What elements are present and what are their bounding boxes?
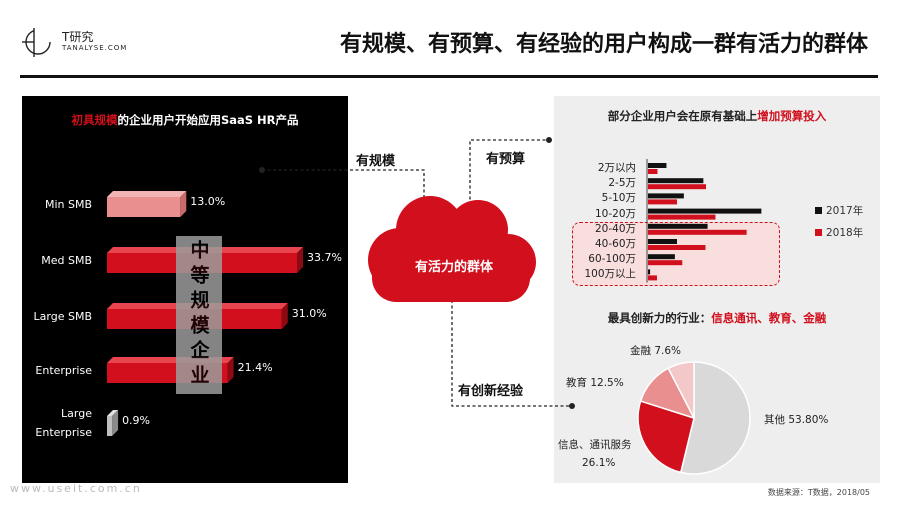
value-label-4: 0.9% <box>122 414 151 427</box>
page-title: 有规模、有预算、有经验的用户构成一群有活力的群体 <box>339 32 868 57</box>
category-label-line: Min SMB <box>44 197 92 211</box>
budget-bar-2017-6 <box>648 254 675 260</box>
legend-swatch-2017 <box>815 207 822 214</box>
connector-scale-line <box>262 169 425 202</box>
budget-bar-2018-0 <box>648 169 658 174</box>
bar-side-4 <box>112 410 119 436</box>
cloud-label: 有活力的群体 <box>414 260 493 275</box>
budget-category-5: 40-60万 <box>594 238 636 250</box>
brand-domain: TANALYSE.COM <box>62 44 128 52</box>
data-source: 数据来源：T数据，2018/05 <box>767 488 870 497</box>
cloud-shape <box>368 196 536 302</box>
bar-side-3 <box>227 357 234 383</box>
budget-bar-2018-4 <box>648 229 747 235</box>
pie-label-other: 其他 53.80% <box>764 414 829 426</box>
budget-category-3: 10-20万 <box>594 207 636 220</box>
left-title-highlight: 初具规模 <box>71 113 118 127</box>
left-chart-title: 初具规模的企业用户开始应用SaaS HR产品 <box>22 112 348 128</box>
budget-bar-2018-5 <box>648 245 706 250</box>
title-divider <box>20 75 878 78</box>
bar-side-2 <box>281 303 288 329</box>
budget-bar-2018-6 <box>648 260 683 266</box>
bar-side-0 <box>180 191 187 217</box>
mid-size-highlight-box: 中等规模企业 <box>176 236 222 394</box>
connector-experience-line <box>451 300 572 407</box>
connector-budget-label: 有预算 <box>486 152 526 167</box>
budget-bar-2018-1 <box>648 184 706 190</box>
value-label-0: 13.0% <box>190 195 226 208</box>
category-label-line: Enterprise <box>35 426 92 439</box>
legend-label-2018: 2018年 <box>826 227 864 239</box>
pie-title-highlight: 信息通讯、教育、金融 <box>711 311 827 325</box>
category-label-3: Enterprise <box>22 361 92 380</box>
category-label-4: Large Enterprise <box>22 404 92 442</box>
pie-value-telecom: 26.1% <box>582 457 616 469</box>
budget-category-4: 20-40万 <box>594 222 636 235</box>
pie-label-telecom: 信息、通讯服务 <box>558 439 632 451</box>
budget-category-0: 2万以内 <box>597 162 636 174</box>
category-label-line: Large SMB <box>33 309 92 323</box>
budget-bar-2017-7 <box>648 269 651 275</box>
value-label-3: 21.4% <box>237 361 273 374</box>
budget-bar-2018-7 <box>648 275 657 281</box>
connector-budget-dot <box>546 137 552 143</box>
budget-bar-2018-2 <box>648 199 677 205</box>
connector-scale-dot <box>259 167 265 173</box>
connector-experience-dot <box>569 403 575 409</box>
value-label-2: 31.0% <box>291 307 327 320</box>
budget-category-6: 60-100万 <box>588 253 636 266</box>
watermark-text: www.useit.com.cn <box>10 482 142 495</box>
value-label-1: 33.7% <box>307 251 342 264</box>
budget-category-7: 100万以上 <box>584 268 636 281</box>
mid-size-label: 中等规模企业 <box>187 240 210 390</box>
pie-chart-title: 最具创新力的行业：信息通讯、教育、金融 <box>554 310 880 326</box>
pie-slice-other <box>679 361 751 475</box>
category-label-line: Large <box>61 407 92 420</box>
budget-category-1: 2-5万 <box>608 177 636 190</box>
category-label-line: Enterprise <box>35 363 92 377</box>
pie-slice-telecom <box>637 400 695 474</box>
legend-label-2017: 2017年 <box>826 205 864 217</box>
category-label-2: Large SMB <box>22 307 92 326</box>
left-title-rest: 的企业用户开始应用SaaS HR产品 <box>117 113 299 127</box>
category-label-1: Med SMB <box>22 251 92 270</box>
budget-title-highlight: 增加预算投入 <box>757 109 827 123</box>
budget-chart-title: 部分企业用户会在原有基础上增加预算投入 <box>554 108 880 124</box>
category-label-line: Med SMB <box>41 253 92 267</box>
legend-swatch-2018 <box>815 229 822 236</box>
budget-title-prefix: 部分企业用户会在原有基础上 <box>607 109 758 123</box>
pie-slice-finance <box>667 361 695 419</box>
budget-category-2: 5-10万 <box>601 192 636 205</box>
category-label-0: Min SMB <box>22 195 92 214</box>
pie-title-prefix: 最具创新力的行业： <box>607 311 712 325</box>
connector-lines <box>262 139 572 407</box>
budget-bar-2017-3 <box>648 208 762 214</box>
pie-label-education: 教育 12.5% <box>566 377 624 389</box>
budget-bar-2017-5 <box>648 239 677 244</box>
bar-top-4 <box>107 410 119 416</box>
connector-budget-line <box>469 139 549 205</box>
connector-scale-label: 有规模 <box>356 154 396 169</box>
legend-item-2018: 2018年 <box>815 225 863 240</box>
legend-item-2017: 2017年 <box>815 203 863 218</box>
bar-front-0 <box>107 197 181 217</box>
company-size-bar-0 <box>107 191 187 217</box>
budget-bar-2017-2 <box>648 193 684 199</box>
bar-side-1 <box>297 247 303 273</box>
bar-top-0 <box>107 191 187 197</box>
company-size-bar-4 <box>107 410 119 436</box>
brand-name: T研究 <box>62 30 94 44</box>
budget-bar-2018-3 <box>648 214 716 220</box>
bar-front-4 <box>107 416 113 436</box>
brand-logo-icon <box>22 28 51 57</box>
budget-bar-2017-1 <box>648 178 704 184</box>
budget-bar-2017-4 <box>648 223 708 229</box>
budget-bar-2017-0 <box>648 163 667 168</box>
connector-experience-label: 有创新经验 <box>458 384 524 399</box>
pie-label-finance: 金融 7.6% <box>630 345 682 357</box>
